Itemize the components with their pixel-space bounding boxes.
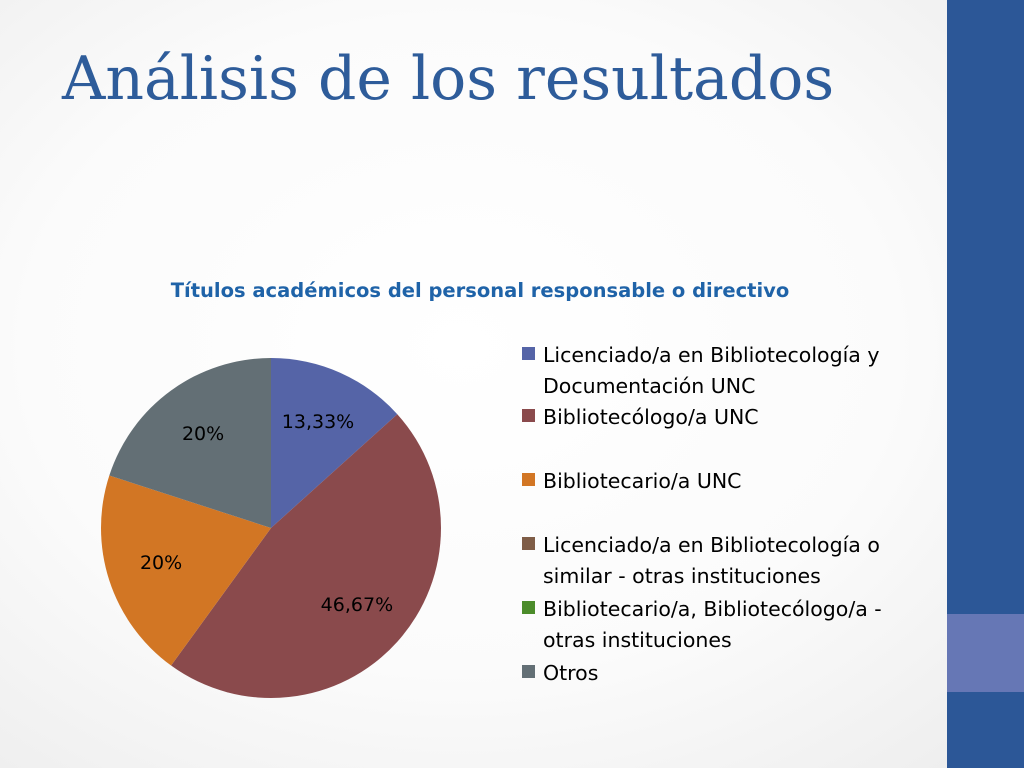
legend-label: Bibliotecólogo/a UNC — [543, 405, 759, 429]
side-band-accent — [947, 614, 1024, 692]
legend-label: Licenciado/a en Bibliotecología y Docume… — [543, 343, 880, 398]
pie-slices — [101, 358, 441, 698]
legend-swatch — [522, 601, 535, 614]
legend-swatch — [522, 473, 535, 486]
pie-slice-bibliotecologo-a-unc — [171, 414, 441, 698]
legend-label: Bibliotecario/a UNC — [543, 469, 742, 493]
legend-item: Bibliotecario/a, Bibliotecólogo/a - otra… — [522, 594, 922, 656]
legend-item: Licenciado/a en Bibliotecología o simila… — [522, 530, 922, 592]
legend-swatch — [522, 665, 535, 678]
pie-slice-label: 20% — [140, 552, 182, 574]
legend-item: Bibliotecólogo/a UNC — [522, 402, 922, 433]
legend-label: Licenciado/a en Bibliotecología o simila… — [543, 533, 880, 588]
pie-slice-label: 13,33% — [282, 411, 354, 433]
pie-slice-label: 20% — [182, 423, 224, 445]
legend-swatch — [522, 537, 535, 550]
legend-item: Bibliotecario/a UNC — [522, 466, 922, 497]
pie-slice-bibliotecario-a-unc — [101, 475, 271, 666]
legend-swatch — [522, 347, 535, 360]
pie-chart: 13,33% 46,67% 20% 20% — [101, 358, 441, 698]
pie-slice-otros — [109, 358, 271, 528]
legend-label: Bibliotecario/a, Bibliotecólogo/a - otra… — [543, 597, 882, 652]
pie-slice-licenciado-a-en-bibliotecologia-y-documentacion-unc — [271, 358, 398, 528]
pie-slice-label: 46,67% — [321, 594, 393, 616]
slide-title: Análisis de los resultados — [62, 44, 835, 114]
legend-label: Otros — [543, 661, 599, 685]
legend-item: Otros — [522, 658, 922, 689]
legend-swatch — [522, 409, 535, 422]
pie-labels: 13,33% 46,67% 20% 20% — [140, 411, 393, 616]
legend-item: Licenciado/a en Bibliotecología y Docume… — [522, 340, 922, 402]
chart-title: Títulos académicos del personal responsa… — [170, 279, 790, 302]
